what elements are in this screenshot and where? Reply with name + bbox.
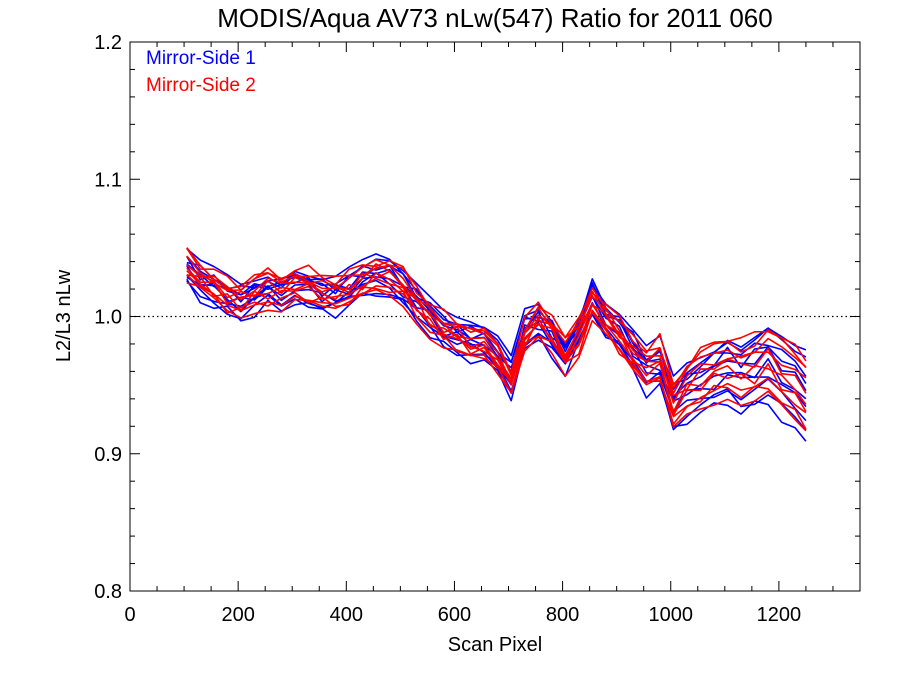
y-axis-label: L2/L3 nLw — [53, 269, 75, 362]
legend: Mirror-Side 1 Mirror-Side 2 — [146, 48, 256, 96]
x-tick-label: 400 — [330, 604, 363, 626]
x-tick-label: 1000 — [648, 604, 693, 626]
series-line-mirror-side-2 — [186, 274, 807, 417]
series-line-mirror-side-2 — [186, 282, 807, 430]
legend-entry-mirror-side-2: Mirror-Side 2 — [146, 75, 256, 96]
series-layer — [186, 247, 807, 442]
y-tick-label: 0.8 — [94, 581, 122, 603]
series-line-mirror-side-2 — [186, 263, 807, 404]
x-tick-label: 800 — [546, 604, 579, 626]
x-tick-label: 0 — [124, 604, 135, 626]
x-tick-label: 200 — [221, 604, 254, 626]
series-line-mirror-side-2 — [186, 247, 807, 395]
y-tick-label: 1.1 — [94, 169, 122, 191]
x-axis: 0 200 400 600 800 1000 1200 — [124, 42, 834, 626]
series-line-mirror-side-1 — [186, 265, 807, 402]
legend-entry-mirror-side-1: Mirror-Side 1 — [146, 48, 256, 69]
chart-title: MODIS/Aqua AV73 nLw(547) Ratio for 2011 … — [217, 3, 772, 33]
x-tick-label: 600 — [438, 604, 471, 626]
x-tick-label: 1200 — [757, 604, 802, 626]
y-tick-label: 1.2 — [94, 32, 122, 54]
series-line-mirror-side-2 — [186, 270, 807, 425]
series-line-mirror-side-2 — [186, 255, 807, 389]
series-line-mirror-side-1 — [186, 278, 807, 442]
series-line-mirror-side-2 — [186, 267, 807, 414]
x-axis-label: Scan Pixel — [448, 634, 543, 656]
y-tick-label: 0.9 — [94, 444, 122, 466]
y-tick-label: 1.0 — [94, 307, 122, 329]
y-axis: 0.8 0.9 1.0 1.1 1.2 — [94, 32, 860, 603]
